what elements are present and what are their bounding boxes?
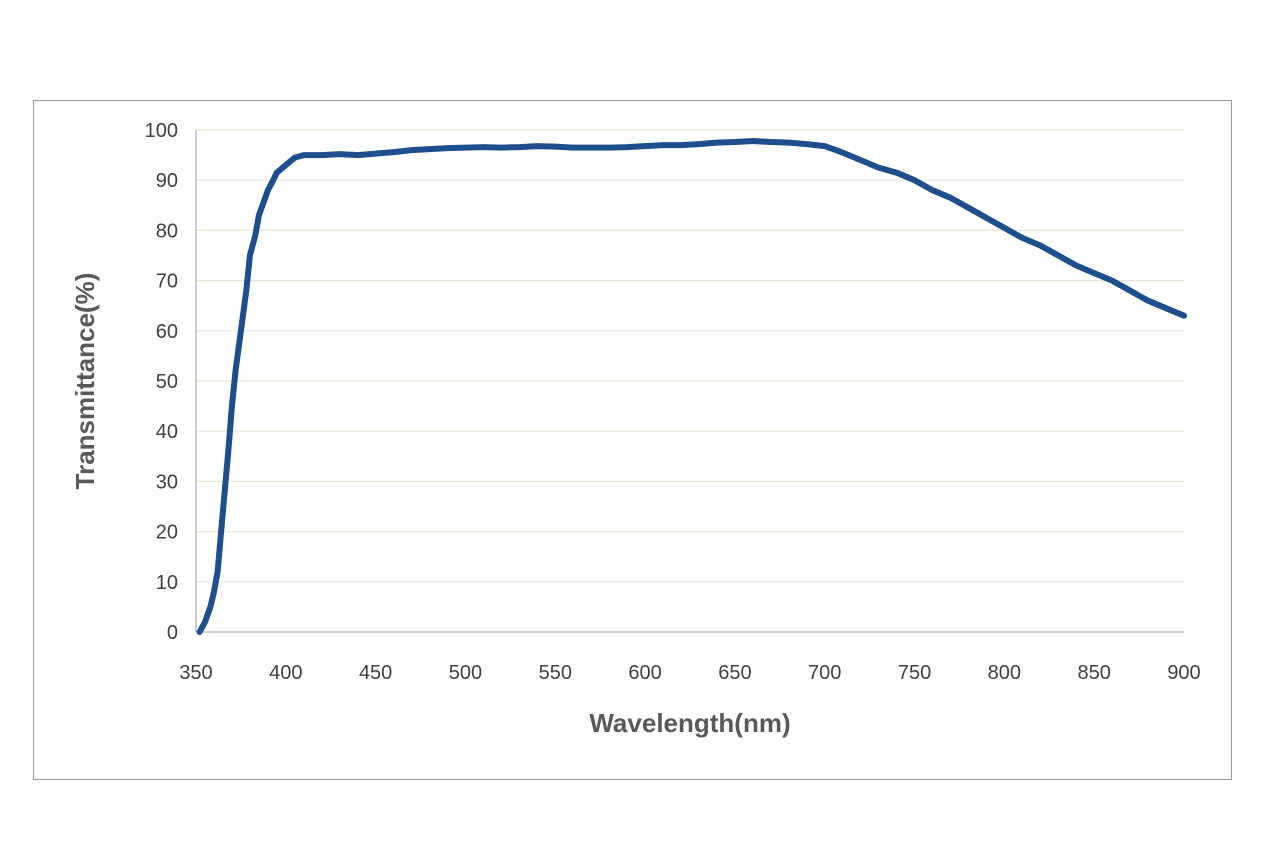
x-tick-label: 650 bbox=[718, 662, 751, 684]
x-tick-label: 700 bbox=[808, 662, 841, 684]
y-tick-label: 10 bbox=[156, 572, 178, 594]
y-tick-label: 90 bbox=[156, 170, 178, 192]
y-tick-label: 60 bbox=[156, 321, 178, 343]
x-tick-label: 600 bbox=[628, 662, 661, 684]
series-layer bbox=[196, 138, 1187, 635]
transmittance-series-line bbox=[196, 138, 1187, 635]
chart-frame: 0 10 20 30 40 50 60 70 80 90 100 350 400 450 500 550 60… bbox=[33, 100, 1232, 780]
y-tick-label: 0 bbox=[167, 622, 178, 644]
x-tick-label: 750 bbox=[898, 662, 931, 684]
y-tick-label: 50 bbox=[156, 371, 178, 393]
x-tick-label: 450 bbox=[359, 662, 392, 684]
y-tick-labels: 0 10 20 30 40 50 60 70 80 90 100 bbox=[145, 120, 178, 644]
y-tick-label: 100 bbox=[145, 120, 178, 142]
y-tick-label: 80 bbox=[156, 220, 178, 242]
x-tick-label: 500 bbox=[449, 662, 482, 684]
x-tick-label: 850 bbox=[1077, 662, 1110, 684]
x-tick-label: 900 bbox=[1167, 662, 1200, 684]
y-tick-label: 40 bbox=[156, 421, 178, 443]
x-tick-label: 400 bbox=[269, 662, 302, 684]
y-tick-label: 30 bbox=[156, 471, 178, 493]
x-tick-label: 350 bbox=[179, 662, 212, 684]
x-axis-title: Wavelength(nm) bbox=[589, 708, 790, 738]
y-tick-label: 20 bbox=[156, 522, 178, 544]
x-tick-label: 550 bbox=[539, 662, 572, 684]
x-tick-labels: 350 400 450 500 550 600 650 700 750 800 850 900 bbox=[179, 662, 1200, 684]
y-tick-label: 70 bbox=[156, 271, 178, 293]
transmittance-chart: 0 10 20 30 40 50 60 70 80 90 100 350 400 450 500 550 60… bbox=[70, 120, 1201, 738]
y-axis-title: Transmittance(%) bbox=[70, 273, 100, 490]
axes bbox=[195, 130, 1184, 633]
grid-lines bbox=[196, 129, 1184, 583]
x-tick-label: 800 bbox=[988, 662, 1021, 684]
